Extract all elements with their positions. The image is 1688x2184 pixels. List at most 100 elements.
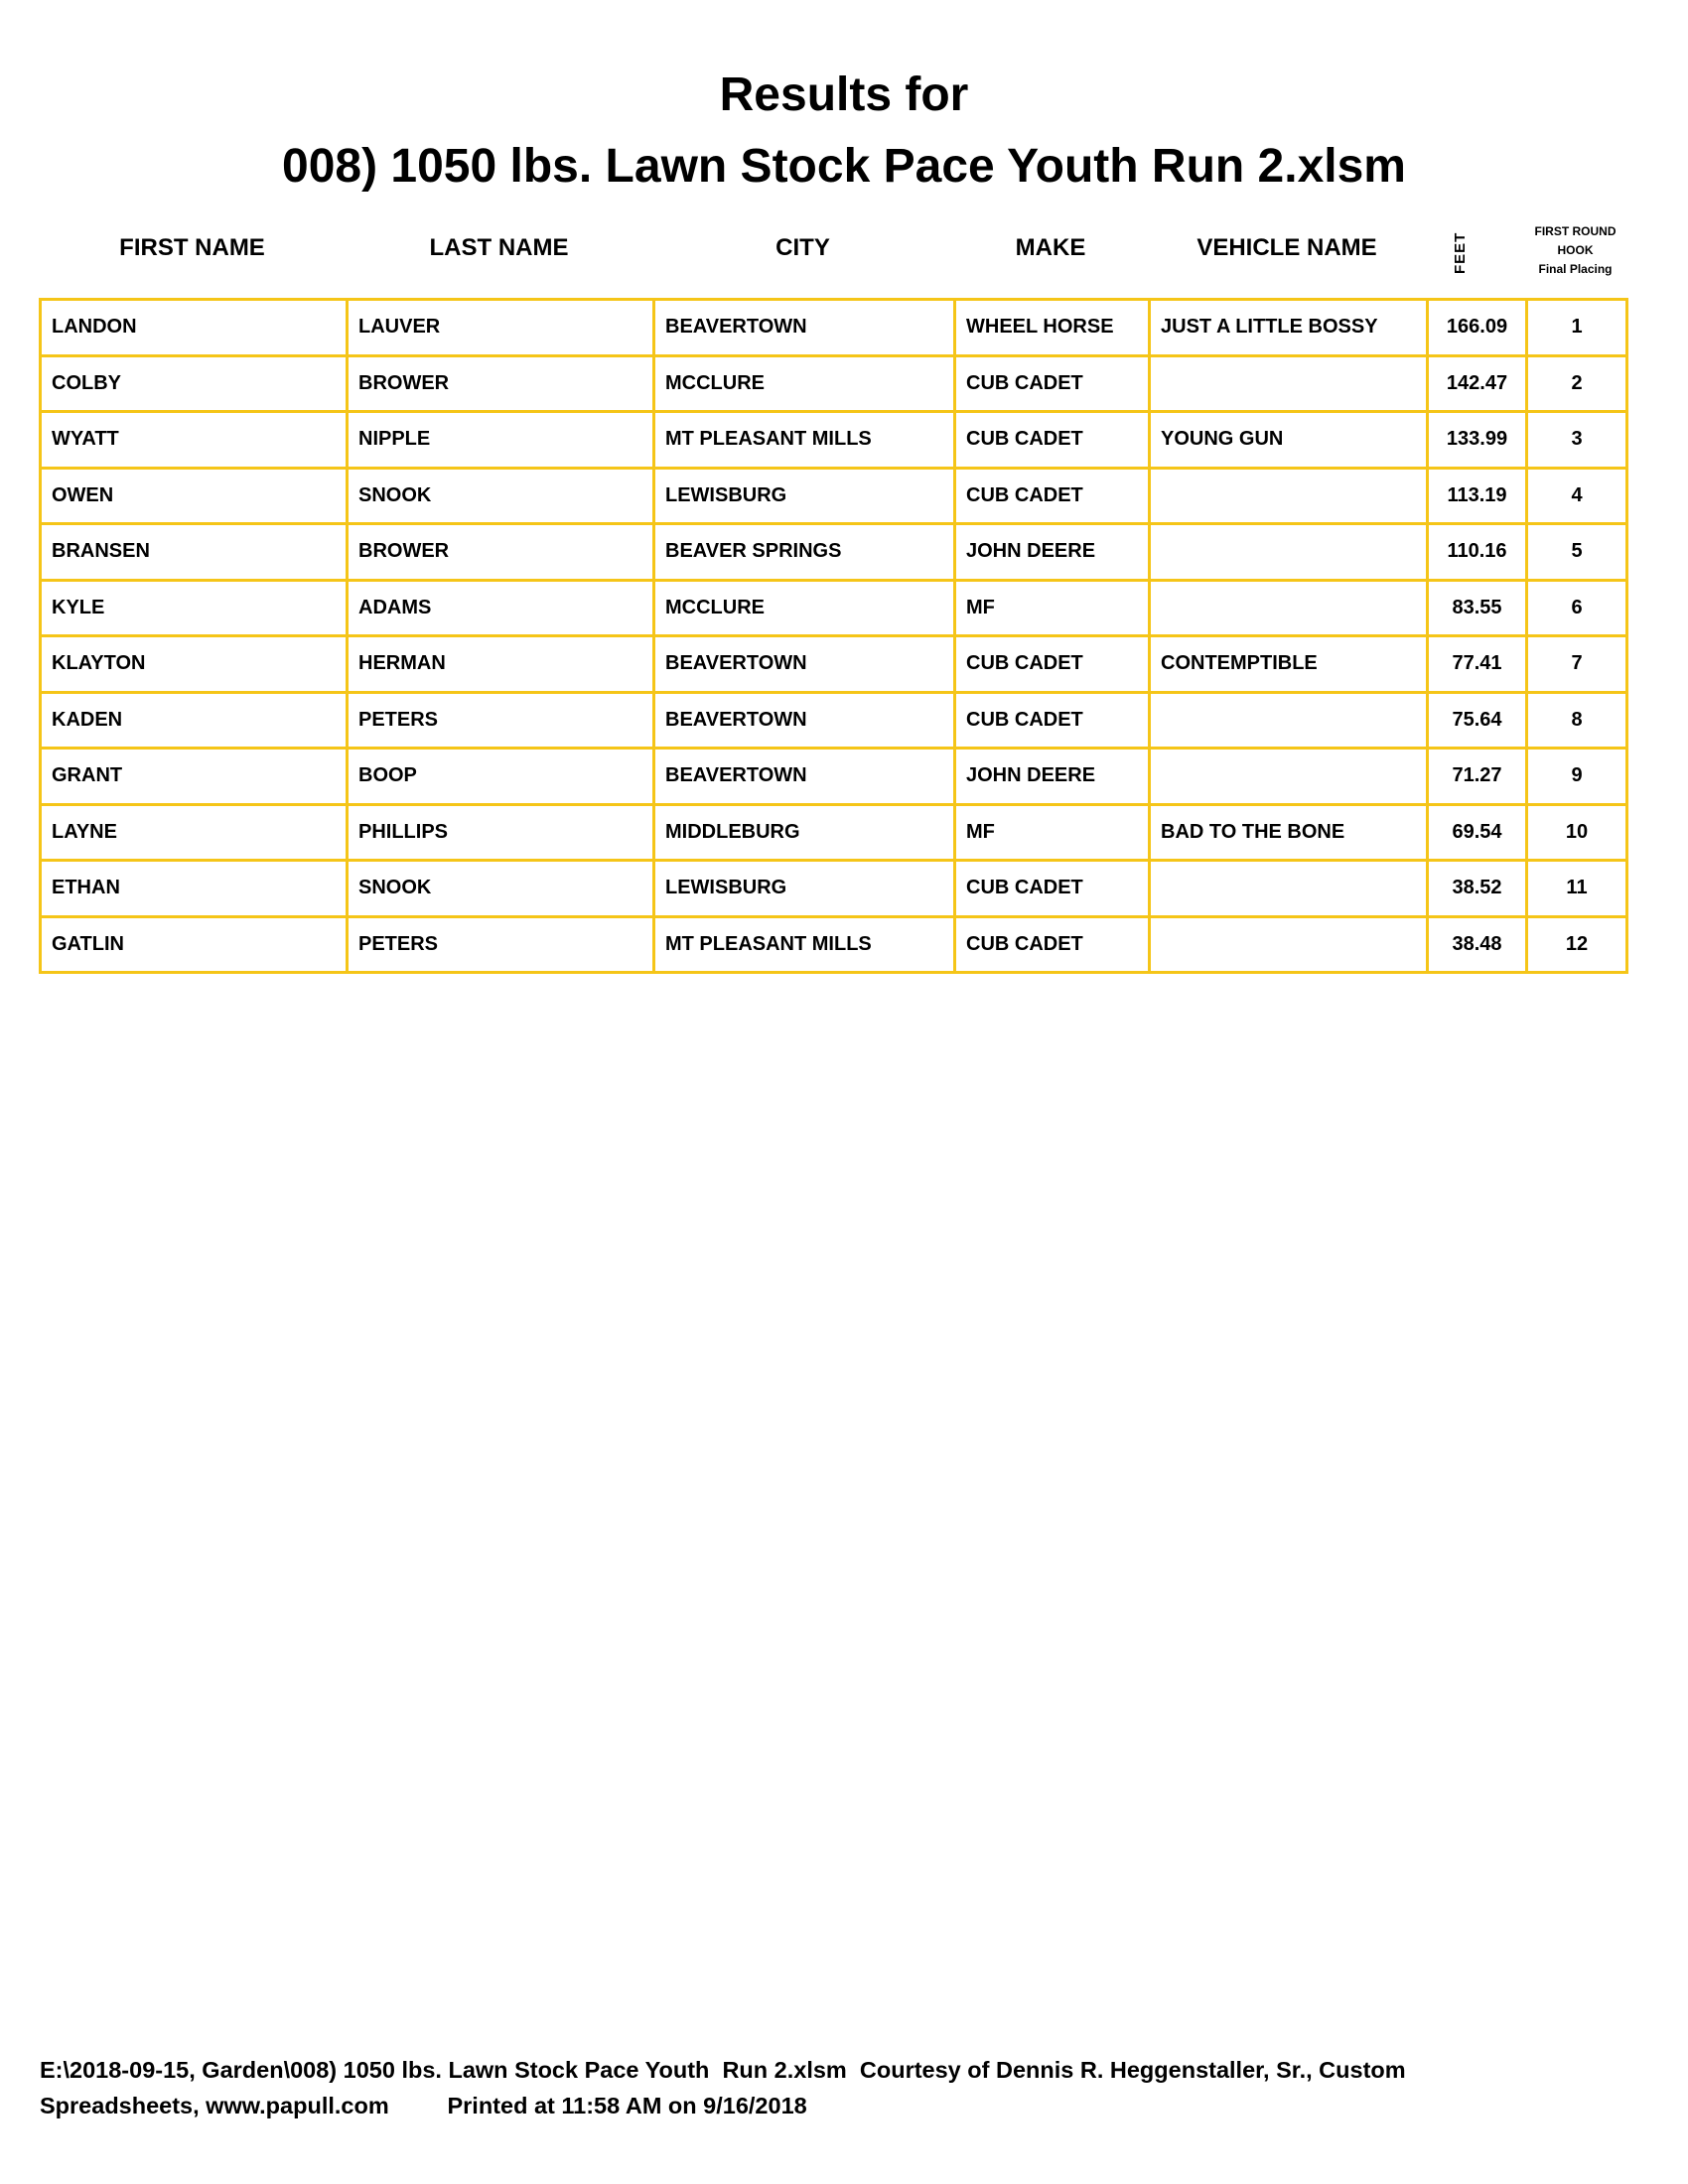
cell-vehicle-name: CONTEMPTIBLE: [1148, 634, 1429, 694]
cell-last-name: HERMAN: [346, 634, 655, 694]
cell-first-name: KADEN: [39, 690, 349, 750]
footer-line-1: E:\2018-09-15, Garden\008) 1050 lbs. Law…: [40, 2057, 1406, 2083]
cell-last-name: PETERS: [346, 914, 655, 974]
cell-feet: 75.64: [1426, 690, 1528, 750]
title-line-1: Results for: [719, 68, 969, 121]
cell-vehicle-name: BAD TO THE BONE: [1148, 802, 1429, 862]
cell-vehicle-name: JUST A LITTLE BOSSY: [1148, 298, 1429, 357]
header-last-name: LAST NAME: [429, 234, 569, 261]
cell-first-name: GRANT: [39, 747, 349, 806]
cell-last-name: SNOOK: [346, 466, 655, 525]
cell-city: MCCLURE: [652, 353, 956, 413]
cell-make: MF: [953, 578, 1151, 637]
cell-feet: 69.54: [1426, 802, 1528, 862]
cell-city: BEAVERTOWN: [652, 690, 956, 750]
header-city: CITY: [775, 234, 830, 261]
cell-first-name: COLBY: [39, 353, 349, 413]
cell-city: MIDDLEBURG: [652, 802, 956, 862]
cell-last-name: PHILLIPS: [346, 802, 655, 862]
cell-feet: 38.48: [1426, 914, 1528, 974]
cell-last-name: PETERS: [346, 690, 655, 750]
cell-placing: 9: [1525, 747, 1628, 806]
cell-make: WHEEL HORSE: [953, 298, 1151, 357]
cell-last-name: BOOP: [346, 747, 655, 806]
table-row: KYLE ADAMS MCCLURE MF 83.55 6: [39, 578, 1628, 637]
table-row: KADEN PETERS BEAVERTOWN CUB CADET 75.64 8: [39, 690, 1628, 750]
cell-feet: 133.99: [1426, 410, 1528, 470]
cell-first-name: GATLIN: [39, 914, 349, 974]
footer-line-2: Spreadsheets, www.papull.com Printed at …: [40, 2093, 807, 2118]
cell-make: JOHN DEERE: [953, 747, 1151, 806]
cell-last-name: SNOOK: [346, 859, 655, 918]
header-make: MAKE: [1015, 234, 1086, 261]
cell-make: JOHN DEERE: [953, 522, 1151, 582]
header-placing-line1: FIRST ROUND: [1534, 224, 1617, 238]
cell-first-name: KYLE: [39, 578, 349, 637]
cell-vehicle-name: [1148, 466, 1429, 525]
cell-make: CUB CADET: [953, 353, 1151, 413]
cell-first-name: KLAYTON: [39, 634, 349, 694]
cell-placing: 11: [1525, 859, 1628, 918]
header-placing: FIRST ROUND HOOK Final Placing: [1525, 222, 1625, 279]
cell-vehicle-name: [1148, 859, 1429, 918]
cell-make: CUB CADET: [953, 466, 1151, 525]
cell-make: CUB CADET: [953, 914, 1151, 974]
cell-first-name: BRANSEN: [39, 522, 349, 582]
table-row: LANDON LAUVER BEAVERTOWN WHEEL HORSE JUST A …: [39, 298, 1628, 357]
cell-feet: 77.41: [1426, 634, 1528, 694]
cell-last-name: LAUVER: [346, 298, 655, 357]
cell-placing: 5: [1525, 522, 1628, 582]
table-row: KLAYTON HERMAN BEAVERTOWN CUB CADET CONTEMPT…: [39, 634, 1628, 694]
header-vehicle-name: VEHICLE NAME: [1196, 234, 1377, 261]
header-first-name: FIRST NAME: [119, 234, 265, 261]
table-row: LAYNE PHILLIPS MIDDLEBURG MF BAD TO THE BONE…: [39, 802, 1628, 862]
cell-first-name: LANDON: [39, 298, 349, 357]
table-row: ETHAN SNOOK LEWISBURG CUB CADET 38.52 11: [39, 859, 1628, 918]
cell-first-name: ETHAN: [39, 859, 349, 918]
cell-last-name: ADAMS: [346, 578, 655, 637]
cell-feet: 83.55: [1426, 578, 1528, 637]
cell-feet: 142.47: [1426, 353, 1528, 413]
cell-placing: 4: [1525, 466, 1628, 525]
cell-last-name: BROWER: [346, 522, 655, 582]
cell-city: MCCLURE: [652, 578, 956, 637]
cell-feet: 166.09: [1426, 298, 1528, 357]
cell-placing: 2: [1525, 353, 1628, 413]
cell-city: BEAVERTOWN: [652, 298, 956, 357]
results-table: LANDON LAUVER BEAVERTOWN WHEEL HORSE JUST A …: [39, 298, 1628, 974]
cell-feet: 71.27: [1426, 747, 1528, 806]
cell-city: BEAVERTOWN: [652, 634, 956, 694]
cell-city: BEAVERTOWN: [652, 747, 956, 806]
cell-make: CUB CADET: [953, 859, 1151, 918]
cell-feet: 110.16: [1426, 522, 1528, 582]
cell-city: MT PLEASANT MILLS: [652, 410, 956, 470]
table-row: OWEN SNOOK LEWISBURG CUB CADET 113.19 4: [39, 466, 1628, 525]
cell-vehicle-name: [1148, 353, 1429, 413]
cell-city: LEWISBURG: [652, 859, 956, 918]
cell-placing: 1: [1525, 298, 1628, 357]
cell-feet: 38.52: [1426, 859, 1528, 918]
header-placing-line3: Final Placing: [1538, 262, 1613, 276]
title-line-2: 008) 1050 lbs. Lawn Stock Pace Youth Run…: [282, 140, 1406, 193]
cell-last-name: BROWER: [346, 353, 655, 413]
cell-make: CUB CADET: [953, 634, 1151, 694]
header-placing-line2: HOOK: [1557, 243, 1594, 257]
cell-make: CUB CADET: [953, 690, 1151, 750]
cell-city: MT PLEASANT MILLS: [652, 914, 956, 974]
header-feet: FEET: [1452, 231, 1469, 274]
cell-vehicle-name: [1148, 578, 1429, 637]
cell-placing: 7: [1525, 634, 1628, 694]
cell-make: MF: [953, 802, 1151, 862]
cell-last-name: NIPPLE: [346, 410, 655, 470]
cell-city: LEWISBURG: [652, 466, 956, 525]
cell-first-name: OWEN: [39, 466, 349, 525]
cell-vehicle-name: [1148, 747, 1429, 806]
cell-city: BEAVER SPRINGS: [652, 522, 956, 582]
cell-vehicle-name: [1148, 522, 1429, 582]
cell-vehicle-name: [1148, 914, 1429, 974]
cell-placing: 10: [1525, 802, 1628, 862]
cell-feet: 113.19: [1426, 466, 1528, 525]
table-row: GATLIN PETERS MT PLEASANT MILLS CUB CADET 38…: [39, 914, 1628, 974]
cell-first-name: WYATT: [39, 410, 349, 470]
